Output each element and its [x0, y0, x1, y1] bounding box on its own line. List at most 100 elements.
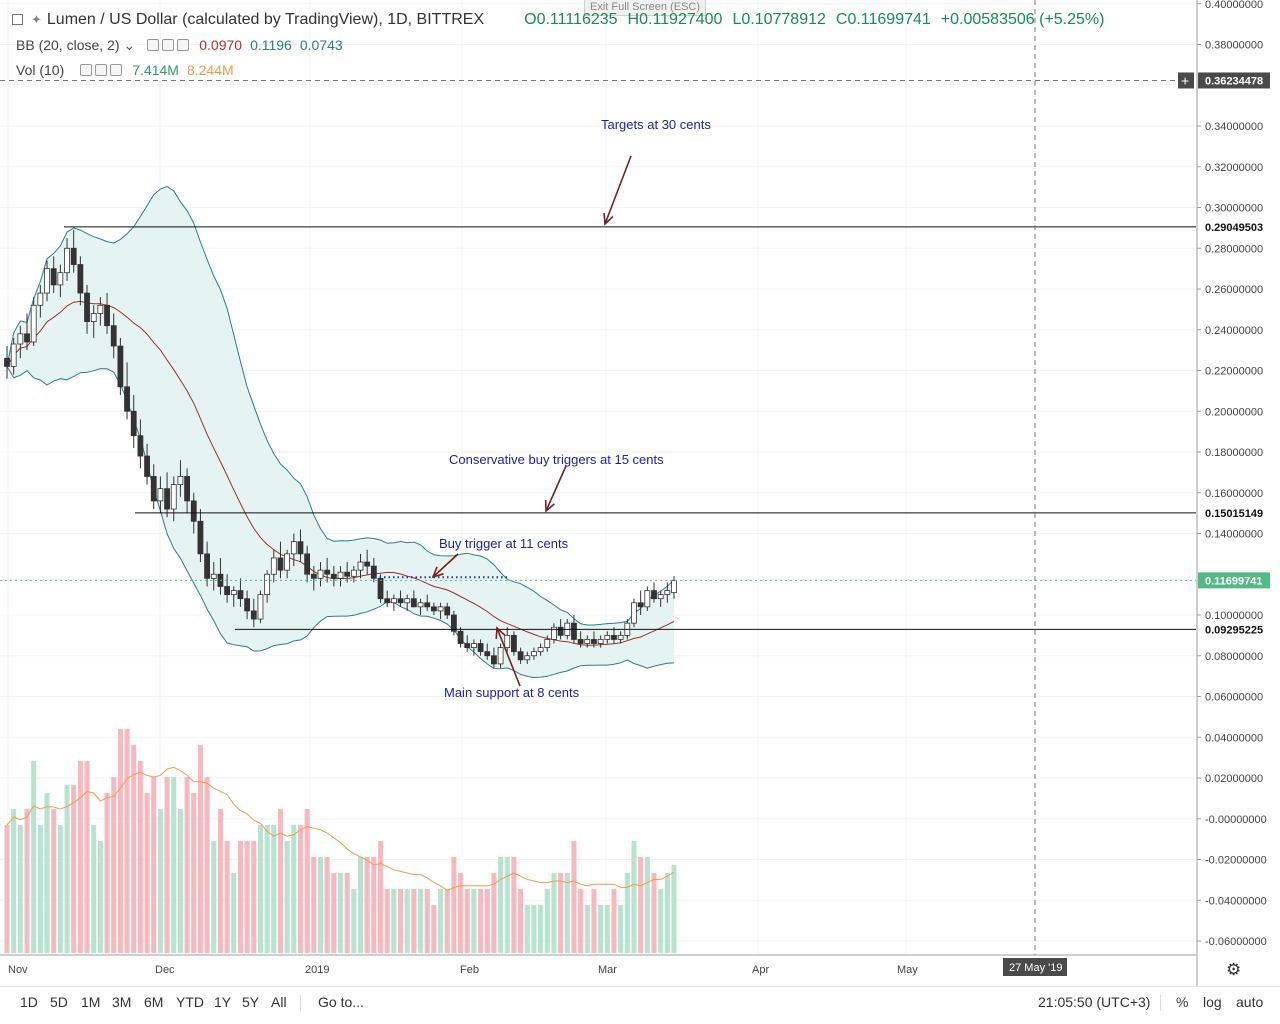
volume-bar	[671, 865, 677, 953]
time-tick-label: May	[897, 964, 918, 976]
candle-body	[210, 573, 217, 579]
volume-bar	[598, 905, 604, 953]
candle-body	[230, 590, 237, 596]
close-icon[interactable]	[177, 39, 190, 51]
arrow-buy-trigger-head	[431, 566, 444, 579]
timeframe-1d[interactable]: 1D	[20, 994, 38, 1010]
volume-bar	[64, 785, 70, 953]
candle-body	[644, 590, 651, 608]
volume-bar	[51, 809, 57, 953]
vol-label[interactable]: Vol (10)	[16, 62, 65, 78]
arrow-main-support	[496, 627, 521, 687]
arrow-conservative	[545, 465, 567, 512]
volume-bar	[97, 841, 103, 953]
candle-body	[204, 553, 211, 579]
volume-bar	[404, 889, 410, 953]
symbol-title[interactable]: Lumen / US Dollar (calculated by Trading…	[46, 11, 485, 28]
close-icon[interactable]	[110, 64, 123, 76]
volume-bar	[244, 841, 250, 953]
volume-bar	[151, 777, 157, 953]
candle-body	[170, 484, 177, 510]
candle-body	[657, 594, 664, 600]
timeframe-ytd[interactable]: YTD	[176, 994, 204, 1010]
clock-timezone[interactable]: 21:05:50 (UTC+3)	[1038, 994, 1151, 1010]
price-tick-label: 0.18000000	[1205, 447, 1263, 459]
volume-bar	[524, 905, 530, 953]
timeframe-6m[interactable]: 6M	[144, 994, 164, 1010]
price-tick-label: 0.10000000	[1205, 610, 1263, 622]
plus-icon-bg	[1178, 72, 1194, 89]
candle-body	[557, 626, 564, 636]
chevron-down-icon[interactable]: ⌄	[123, 36, 136, 53]
timeframe-3m[interactable]: 3M	[112, 994, 132, 1010]
candle-body	[437, 606, 444, 612]
volume-bar	[204, 777, 210, 953]
time-tick-label: Apr	[752, 964, 769, 976]
volume-bar	[471, 889, 477, 953]
volume-bar	[418, 889, 424, 953]
volume-bar	[4, 825, 10, 953]
volume-bars	[4, 729, 677, 953]
volume-bar	[578, 889, 584, 953]
percent-toggle[interactable]: %	[1176, 994, 1189, 1010]
legend-bb-row[interactable]: BB (20, close, 2) ⌄ 0.0970 0.1196 0.0743	[16, 34, 343, 56]
volume-bar	[438, 889, 444, 953]
volume-bar	[504, 857, 510, 953]
candle-body	[104, 304, 110, 327]
candle-body	[377, 577, 384, 600]
exit-fullscreen-hint[interactable]: Exit Full Screen (ESC)	[584, 0, 707, 16]
volume-bar	[217, 809, 223, 953]
timeframe-all[interactable]: All	[271, 994, 287, 1010]
low-value: L0.10778912	[732, 11, 826, 28]
candle-body	[491, 655, 497, 665]
timeframe-1m[interactable]: 1M	[81, 994, 101, 1010]
volume-bar	[444, 889, 450, 953]
candle-body	[397, 598, 404, 604]
bb-upper-value: 0.1196	[250, 37, 292, 53]
log-toggle[interactable]: log	[1203, 994, 1222, 1010]
candle-body	[604, 634, 611, 640]
volume-bar	[171, 777, 177, 953]
timeframe-1y[interactable]: 1Y	[214, 994, 232, 1010]
volume-bar	[658, 889, 664, 953]
eye-icon[interactable]	[80, 64, 93, 76]
candle-body	[631, 602, 637, 624]
eye-icon[interactable]	[147, 39, 160, 51]
volume-bar	[237, 841, 243, 953]
vol-ma-value: 8.244M	[186, 62, 234, 78]
timeframe-5y[interactable]: 5Y	[242, 994, 260, 1010]
volume-bar	[271, 825, 277, 953]
volume-bar	[144, 793, 150, 953]
price-label-last: 0.11699741	[1205, 575, 1263, 587]
candle-body	[97, 304, 104, 314]
volume-bar	[131, 745, 137, 953]
candle-body	[671, 579, 677, 593]
volume-bar	[344, 873, 350, 953]
bb-label[interactable]: BB (20, close, 2)	[16, 37, 120, 53]
volume-bar	[231, 873, 237, 953]
price-tick-label: 0.06000000	[1205, 692, 1263, 704]
volume-bar	[224, 841, 230, 953]
volume-bar	[518, 889, 524, 953]
candle-body	[237, 590, 244, 600]
candle-body	[257, 594, 264, 620]
volume-bar	[331, 873, 337, 953]
auto-toggle[interactable]: auto	[1236, 994, 1264, 1010]
candle-body	[430, 606, 437, 612]
candle-body	[224, 586, 231, 596]
timeframe-5d[interactable]: 5D	[50, 994, 68, 1010]
volume-bar	[284, 841, 290, 953]
legend-vol-row[interactable]: Vol (10) 7.414M 8.244M	[16, 59, 234, 81]
annotation-buy-trigger: Buy trigger at 11 cents	[439, 536, 569, 551]
candle-body	[470, 643, 477, 649]
settings-icon[interactable]	[95, 64, 108, 76]
volume-bar	[611, 889, 617, 953]
collapse-icon[interactable]	[12, 13, 23, 25]
price-tick-label: 0.38000000	[1205, 40, 1263, 52]
gear-icon[interactable]: ⚙	[1226, 960, 1242, 979]
candle-body	[617, 634, 624, 640]
candle-body	[177, 476, 184, 486]
goto-button[interactable]: Go to...	[318, 994, 364, 1010]
settings-icon[interactable]	[162, 39, 175, 51]
